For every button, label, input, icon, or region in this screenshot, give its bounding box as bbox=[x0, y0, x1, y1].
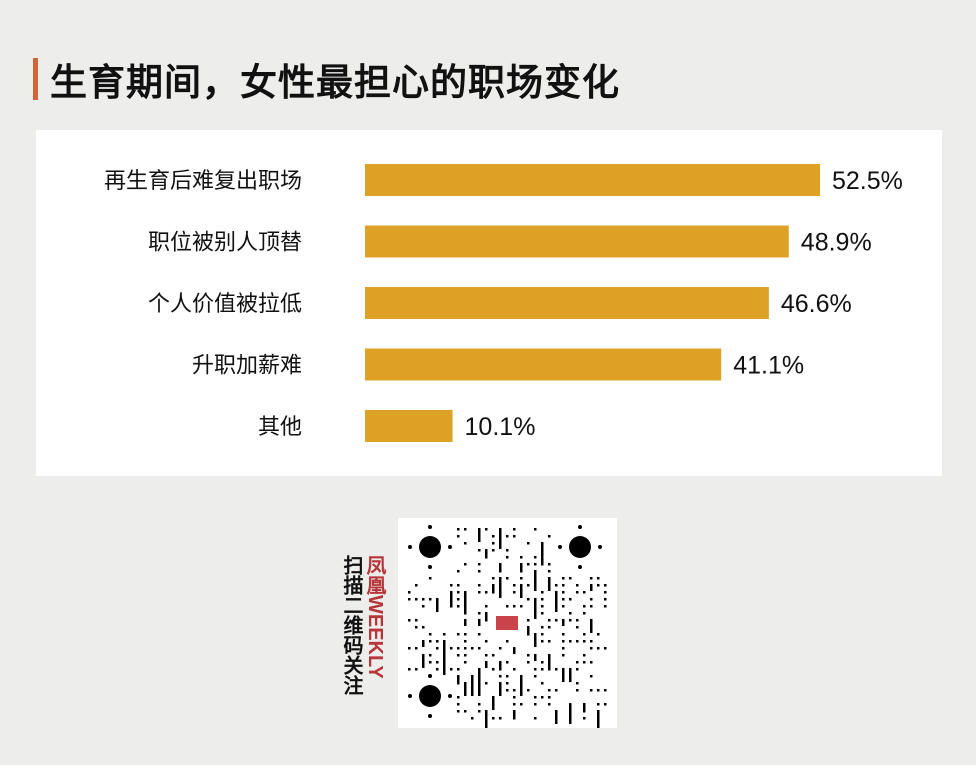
brand-en: WEEKLY bbox=[364, 595, 386, 679]
category-label: 个人价值被拉低 bbox=[148, 292, 302, 317]
qr-finder bbox=[419, 536, 441, 558]
bar bbox=[365, 287, 769, 319]
bar bbox=[365, 410, 453, 442]
data-label: 41.1% bbox=[733, 352, 804, 380]
data-label: 10.1% bbox=[465, 413, 536, 441]
qr-caption: 扫描二维码关注 凤凰WEEKLY bbox=[340, 555, 390, 715]
bar bbox=[365, 225, 789, 258]
qr-code-pattern bbox=[408, 525, 607, 738]
category-label: 其他 bbox=[258, 415, 302, 440]
qr-center-logo bbox=[496, 616, 518, 630]
data-label: 52.5% bbox=[832, 167, 903, 195]
bar-chart: 再生育后难复出职场 52.5% 职位被别人顶替 48.9% 个人价值被拉低 46.6% 升职… bbox=[104, 164, 903, 442]
data-label: 46.6% bbox=[781, 290, 852, 318]
qr-finder bbox=[569, 536, 591, 558]
category-label: 升职加薪难 bbox=[192, 354, 302, 379]
category-label: 职位被别人顶替 bbox=[148, 231, 302, 256]
qr-finder bbox=[419, 685, 441, 707]
category-label: 再生育后难复出职场 bbox=[104, 169, 302, 194]
bar bbox=[365, 348, 722, 381]
scan-text: 扫描二维码关注 bbox=[340, 555, 364, 695]
title-accent-bar bbox=[33, 58, 38, 100]
data-label: 48.9% bbox=[801, 229, 872, 257]
brand-cn: 凤凰 bbox=[363, 555, 387, 595]
chart-title: 生育期间，女性最担心的职场变化 bbox=[50, 61, 620, 104]
bar bbox=[365, 164, 820, 196]
qr-code bbox=[398, 518, 617, 738]
brand-logo-text: 凤凰WEEKLY bbox=[363, 555, 387, 679]
